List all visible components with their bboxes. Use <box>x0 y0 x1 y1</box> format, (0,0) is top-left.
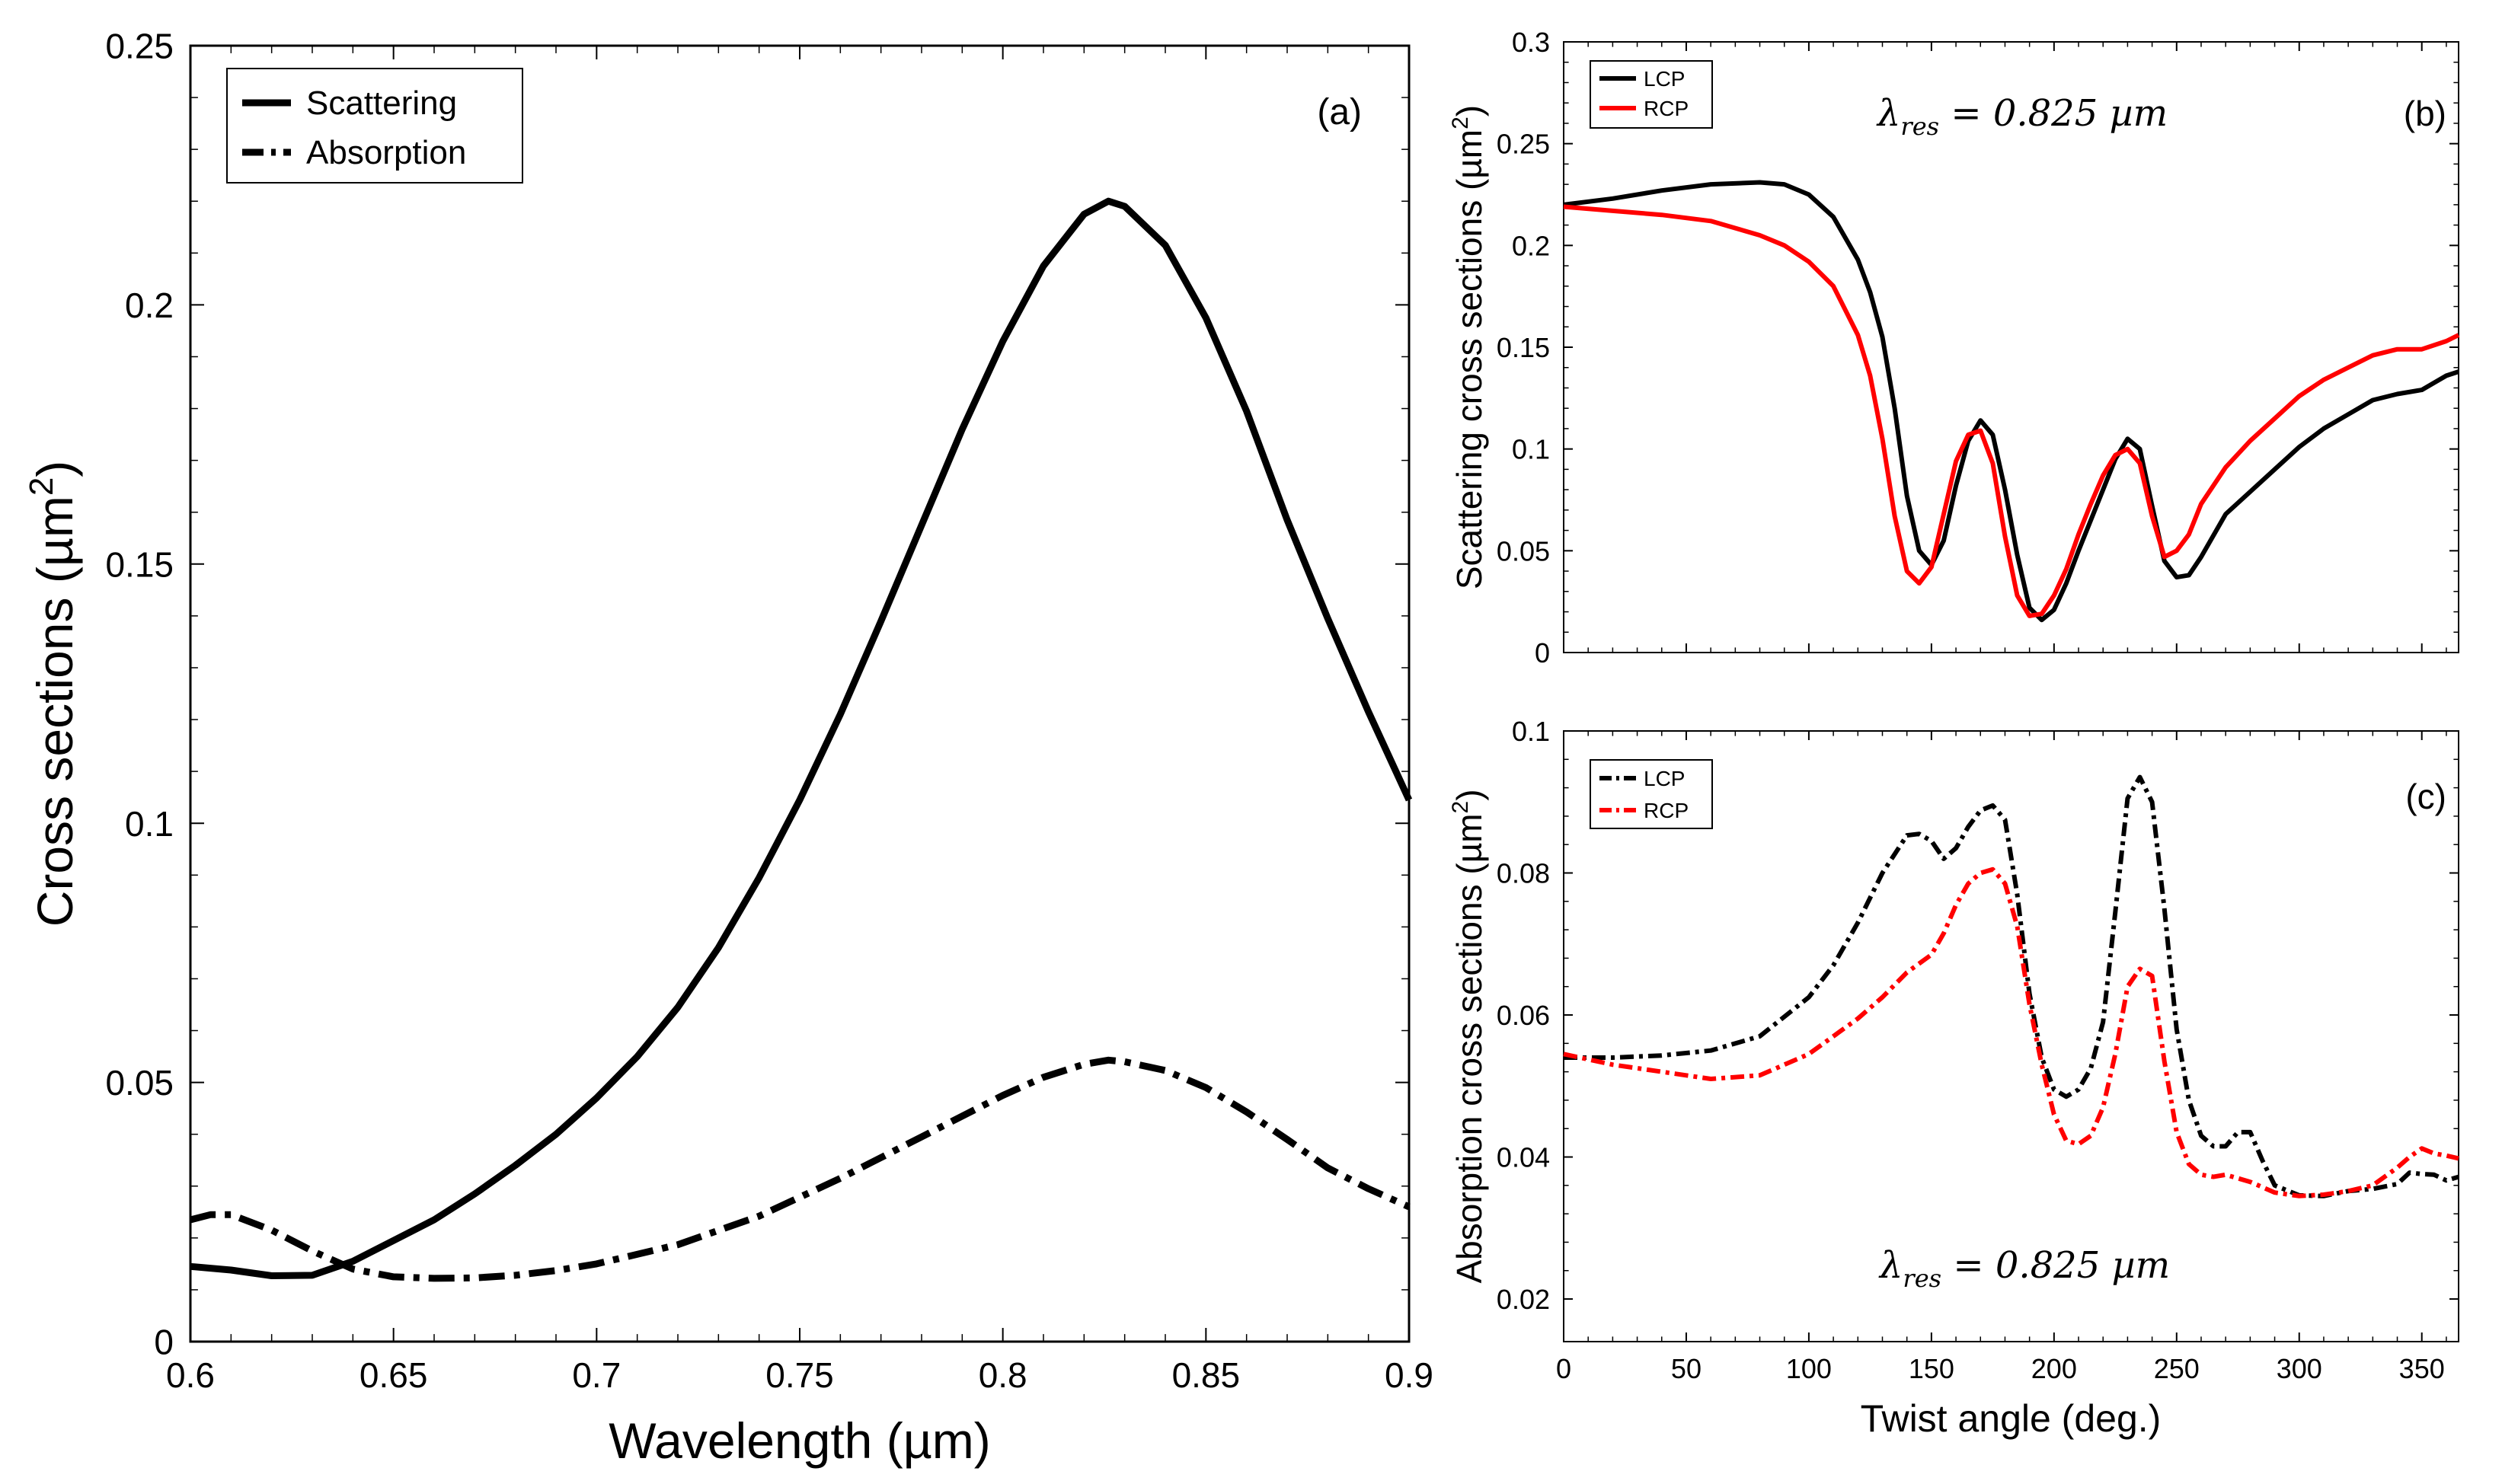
x-tick-label: 0 <box>1556 1353 1571 1384</box>
x-tick-label: 100 <box>1786 1353 1832 1384</box>
y-tick-label: 0.25 <box>1497 129 1550 160</box>
panel-a-legend-box <box>226 68 523 184</box>
x-tick-label: 200 <box>2031 1353 2077 1384</box>
y-tick-label: 0.1 <box>1512 716 1550 747</box>
panel-c-legend-box <box>1590 759 1713 829</box>
y-tick-label: 0.2 <box>1512 230 1550 261</box>
panel-c-annotation-lambda: λ <box>1878 1244 1903 1287</box>
panel-c-ylabel-sup: 2 <box>1448 801 1473 814</box>
x-tick-label: 150 <box>1909 1353 1954 1384</box>
panel-a-label: (a) <box>1317 92 1362 132</box>
x-tick-label: 0.65 <box>359 1355 428 1395</box>
panel-a-xlabel: Wavelength (µm) <box>609 1412 990 1469</box>
legend-b-rcp-label: RCP <box>1644 97 1689 120</box>
series-rcp-line <box>1563 866 2459 1198</box>
x-tick-label: 0.6 <box>166 1355 215 1395</box>
x-tick-label: 0.75 <box>765 1355 834 1395</box>
y-tick-label: 0.1 <box>125 804 174 844</box>
panel-a-ylabel: Cross sections (µm2) <box>23 461 83 927</box>
legend-b-lcp-label: LCP <box>1644 67 1685 91</box>
panel-c-series <box>1563 774 2459 1198</box>
panel-a-frame <box>189 44 1411 1343</box>
panel-c-ylabel-close: ) <box>1449 789 1489 800</box>
x-tick-label: 0.8 <box>979 1355 1027 1395</box>
panel-a-ylabel-close: ) <box>27 461 83 477</box>
panel-b-ylabel-main: Scattering cross sections (µm <box>1449 129 1489 589</box>
panel-b-legend: LCP RCP <box>1590 60 1713 129</box>
panel-a-series <box>189 197 1413 1282</box>
x-tick-label: 300 <box>2277 1353 2322 1384</box>
series-lcp-line <box>1563 180 2459 623</box>
panel-b: 0 0.05 0.1 0.15 0.2 0.25 0.3 LCP RCP λres = 0.… <box>1448 27 2460 669</box>
y-tick-label: 0.3 <box>1512 27 1550 58</box>
x-tick-label: 250 <box>2154 1353 2200 1384</box>
panel-b-series <box>1563 180 2460 623</box>
panel-b-annotation-rest: = 0.825 µm <box>1939 92 2168 135</box>
panel-b-legend-box <box>1590 60 1713 129</box>
panel-b-label: (b) <box>2404 94 2446 133</box>
y-tick-label: 0.05 <box>105 1063 174 1103</box>
panel-b-ylabel-sup: 2 <box>1448 116 1473 129</box>
x-tick-label: 0.7 <box>572 1355 621 1395</box>
panel-b-ylabel-close: ) <box>1449 105 1489 116</box>
panel-b-annotation-sub: res <box>1900 112 1939 141</box>
series-rcp-line <box>1563 204 2460 618</box>
y-tick-label: 0.06 <box>1497 1000 1550 1031</box>
panel-c-label: (c) <box>2405 777 2446 816</box>
y-tick-label: 0.15 <box>1497 332 1550 363</box>
legend-c-rcp-label: RCP <box>1644 799 1689 822</box>
y-tick-label: 0 <box>154 1323 174 1362</box>
legend-c-lcp-label: LCP <box>1644 767 1685 790</box>
legend-absorption-label: Absorption <box>306 134 466 171</box>
panel-c-annotation: λres = 0.825 µm <box>1878 1244 2170 1293</box>
y-tick-label: 0.1 <box>1512 434 1550 465</box>
x-tick-label: 0.9 <box>1385 1355 1433 1395</box>
panel-a-ylabel-sup: 2 <box>23 477 60 496</box>
x-tick-label: 350 <box>2399 1353 2445 1384</box>
y-tick-label: 0.02 <box>1497 1284 1550 1315</box>
panel-c-legend: LCP RCP <box>1590 759 1713 829</box>
panel-b-annotation: λres = 0.825 µm <box>1876 92 2168 141</box>
panel-b-annotation-lambda: λ <box>1876 92 1900 135</box>
y-tick-label: 0.2 <box>125 286 174 325</box>
y-tick-label: 0.08 <box>1497 857 1550 889</box>
y-tick-label: 0 <box>1535 637 1550 669</box>
panel-a: 0.6 0.65 0.7 0.75 0.8 0.85 0.9 0 0.05 0.1 0.15 0.2 0… <box>23 27 1433 1469</box>
panel-c-annotation-rest: = 0.825 µm <box>1941 1244 2170 1287</box>
panel-a-legend: Scattering Absorption <box>226 68 523 184</box>
series-lcp-line <box>1564 774 2459 1198</box>
legend-scattering-label: Scattering <box>306 85 457 122</box>
y-tick-label: 0.05 <box>1497 535 1550 566</box>
y-tick-label: 0.25 <box>105 27 174 66</box>
panel-c-xlabel: Twist angle (deg.) <box>1861 1397 2162 1440</box>
panel-a-ticks: 0.6 0.65 0.7 0.75 0.8 0.85 0.9 0 0.05 0.1 0.15 0.2 0… <box>105 27 1433 1395</box>
panel-c-frame <box>1563 730 2459 1342</box>
x-tick-label: 0.85 <box>1172 1355 1241 1395</box>
series-scattering-line <box>190 197 1413 1279</box>
panel-c-ylabel: Absorption cross sections (µm2) <box>1448 789 1489 1283</box>
y-tick-label: 0.15 <box>105 544 174 584</box>
panel-b-ticks: 0 0.05 0.1 0.15 0.2 0.25 0.3 <box>1497 27 2459 669</box>
panel-c-ylabel-main: Absorption cross sections (µm <box>1449 813 1489 1283</box>
panel-a-ylabel-main: Cross sections (µm <box>27 496 83 927</box>
panel-b-ylabel: Scattering cross sections (µm2) <box>1448 105 1489 589</box>
panel-c-ticks: 0 50 100 150 200 250 300 350 0.02 0.04 0.06 0.08 0.1 <box>1497 716 2459 1384</box>
panel-c-annotation-sub: res <box>1903 1264 1941 1293</box>
y-tick-label: 0.04 <box>1497 1141 1550 1173</box>
x-tick-label: 50 <box>1671 1353 1702 1384</box>
panel-c: 0 50 100 150 200 250 300 350 0.02 0.04 0.06 0.08 0.1… <box>1448 716 2459 1440</box>
series-absorption-line <box>189 1056 1411 1282</box>
